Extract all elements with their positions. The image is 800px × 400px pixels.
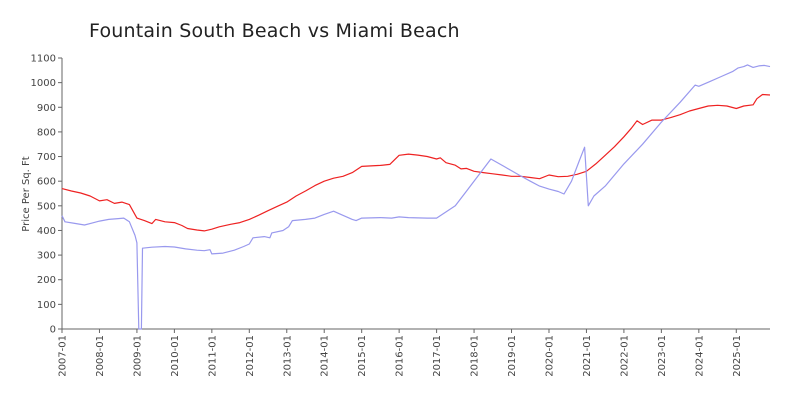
x-tick-label: 2022-01 [619, 335, 630, 377]
y-tick-label: 1100 [31, 54, 56, 65]
series-line-2 [61, 64, 771, 330]
x-tick-label: 2013-01 [282, 335, 293, 377]
y-tick-label: 1000 [31, 78, 56, 89]
y-tick-label: 300 [37, 251, 56, 262]
x-tick-label: 2010-01 [170, 335, 181, 377]
y-tick-label: 0 [50, 325, 56, 336]
y-tick-label: 800 [37, 127, 56, 138]
x-tick-label: 2007-01 [58, 335, 69, 377]
x-tick-label: 2024-01 [694, 335, 705, 377]
y-tick-label: 100 [37, 300, 56, 311]
y-ticks: 0 100 200 300 400 500 600 700 800 900 1000 1100 [31, 54, 62, 336]
x-tick-label: 2017-01 [432, 335, 443, 377]
x-tick-label: 2019-01 [507, 335, 518, 377]
x-ticks: 2007-01 2008-01 2009-01 2010-01 2011-01 2012-… [58, 329, 743, 377]
x-tick-label: 2023-01 [657, 335, 668, 377]
x-tick-label: 2020-01 [544, 335, 555, 377]
x-tick-label: 2008-01 [95, 335, 106, 377]
y-tick-label: 500 [37, 201, 56, 212]
y-tick-label: 900 [37, 103, 56, 114]
x-tick-label: 2016-01 [395, 335, 406, 377]
x-axis: 2007-01 2008-01 2009-01 2010-01 2011-01 2012-… [58, 328, 770, 377]
y-tick-label: 600 [37, 177, 56, 188]
x-tick-label: 2025-01 [732, 335, 743, 377]
y-tick-label: 700 [37, 152, 56, 163]
x-tick-label: 2011-01 [207, 335, 218, 377]
x-tick-label: 2009-01 [132, 335, 143, 377]
chart-title: Fountain South Beach vs Miami Beach [89, 20, 460, 42]
y-axis-label: Price Per Sq. Ft [21, 156, 32, 231]
x-tick-label: 2014-01 [320, 335, 331, 377]
x-tick-label: 2018-01 [470, 335, 481, 377]
x-tick-label: 2012-01 [245, 335, 256, 377]
y-tick-label: 400 [37, 226, 56, 237]
series-line-1 [61, 93, 771, 232]
plot-area [61, 64, 771, 330]
x-tick-label: 2015-01 [357, 335, 368, 377]
y-tick-label: 200 [37, 275, 56, 286]
x-tick-label: 2021-01 [582, 335, 593, 377]
y-axis: 0 100 200 300 400 500 600 700 800 900 1000 1100 [31, 54, 63, 336]
